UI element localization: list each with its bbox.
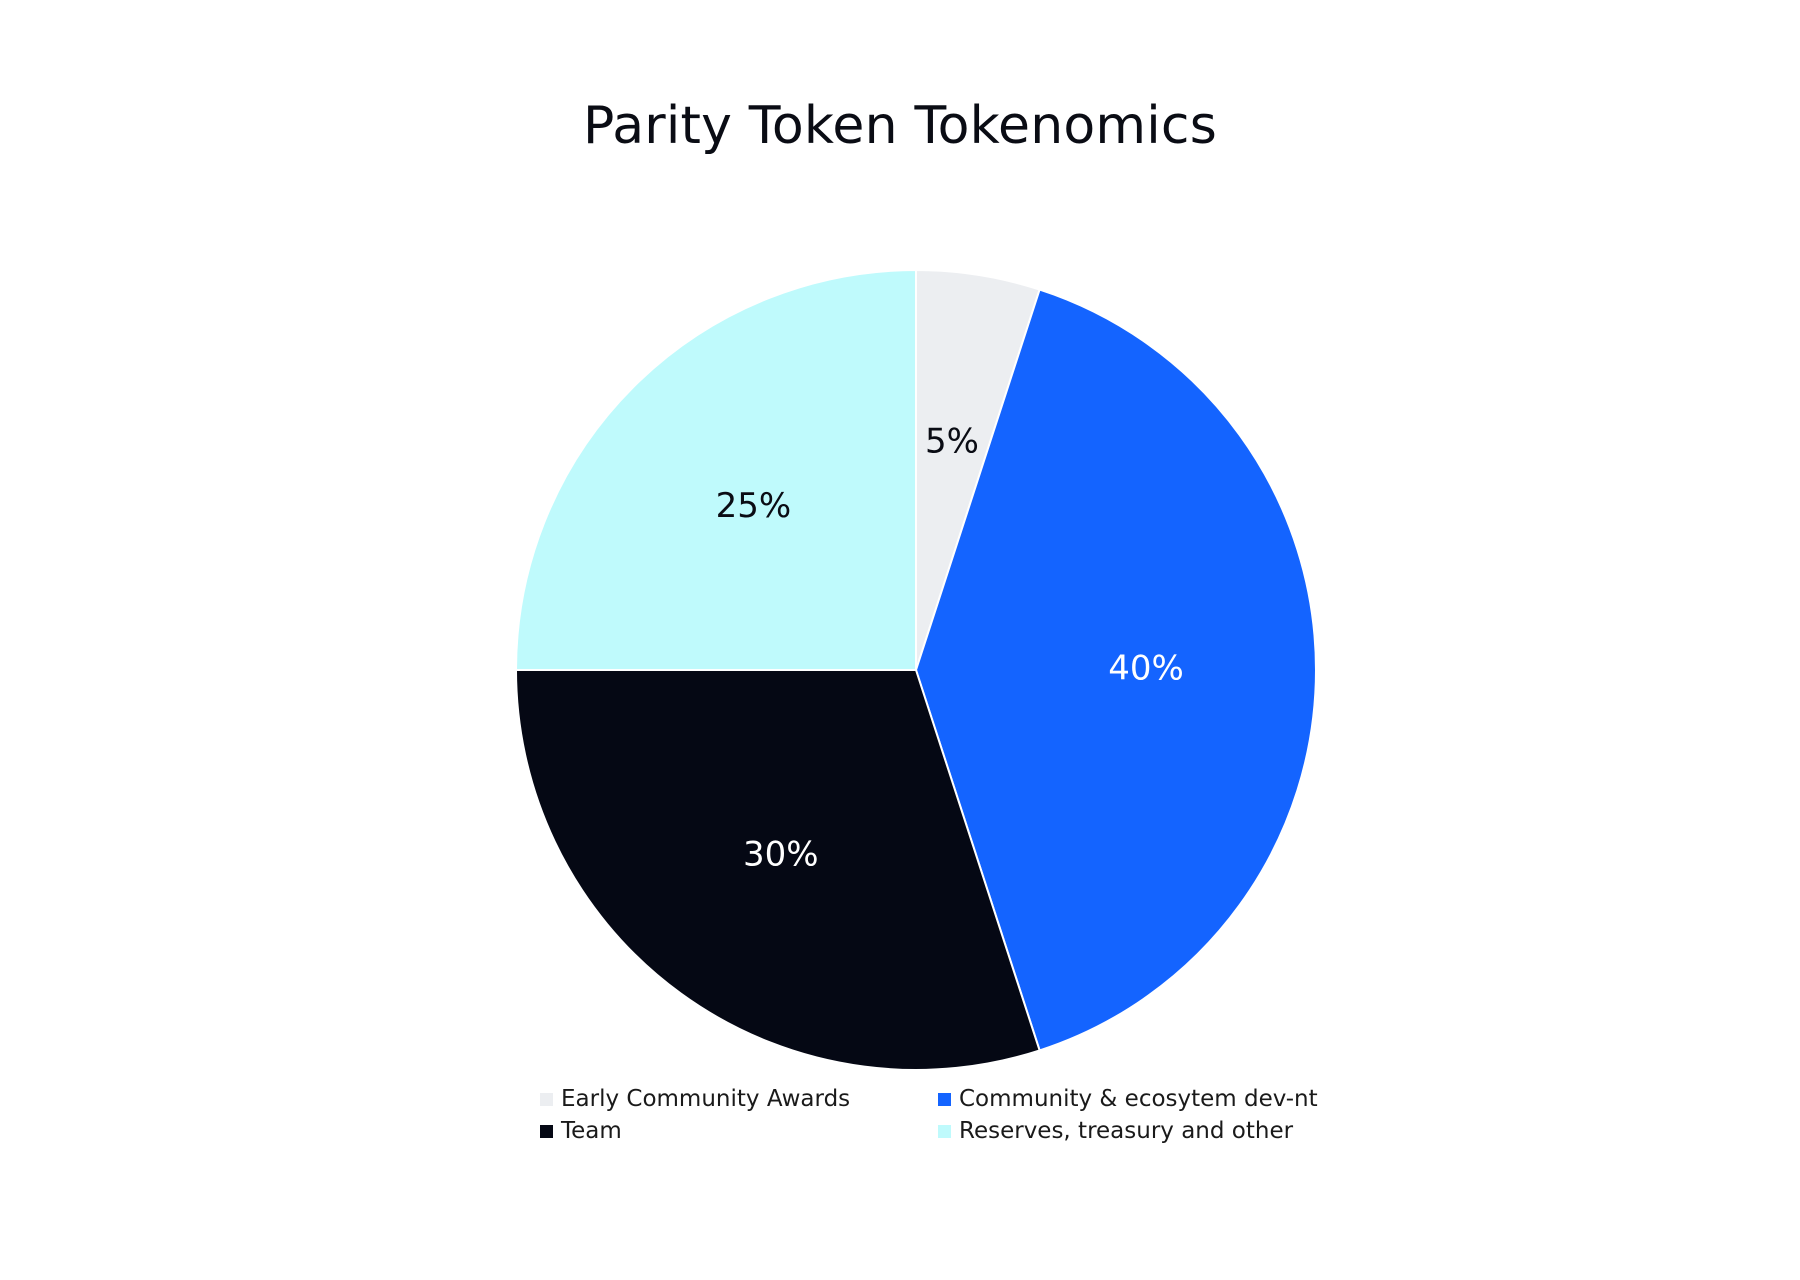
slice-label-community-ecosytem-dev-nt: 40% — [1108, 649, 1184, 689]
legend-item-early-community-awards: Early Community Awards — [540, 1086, 938, 1112]
pie-slice-team — [514, 669, 1041, 1071]
slice-label-team: 30% — [743, 835, 819, 875]
chart-title: Parity Token Tokenomics — [582, 96, 1218, 156]
legend-item-reserves: Reserves, treasury and other — [938, 1118, 1358, 1144]
legend: Early Community Awards Community & ecosy… — [540, 1086, 1400, 1144]
legend-label-community-ecosystem: Community & ecosytem dev-nt — [959, 1086, 1318, 1112]
pie-slices — [514, 268, 1317, 1071]
legend-swatch-community-ecosystem — [938, 1092, 951, 1106]
legend-label-reserves: Reserves, treasury and other — [959, 1118, 1294, 1144]
legend-label-early-community-awards: Early Community Awards — [561, 1086, 851, 1112]
legend-swatch-reserves — [938, 1124, 951, 1138]
legend-swatch-early-community-awards — [540, 1092, 553, 1106]
legend-label-team: Team — [561, 1118, 622, 1144]
legend-swatch-team — [540, 1124, 553, 1138]
legend-item-team: Team — [540, 1118, 938, 1144]
legend-item-community-ecosystem: Community & ecosytem dev-nt — [938, 1086, 1358, 1112]
slice-label-reserves-treasury-and-other: 25% — [716, 486, 792, 526]
slice-label-early-community-awards: 5% — [925, 421, 979, 461]
pie-slice-reserves-treasury-and-other — [514, 268, 917, 671]
pie-labels: 5% 40% 30% 25% — [716, 421, 1184, 874]
pie-slice-community-ecosytem-dev-nt — [914, 288, 1317, 1052]
